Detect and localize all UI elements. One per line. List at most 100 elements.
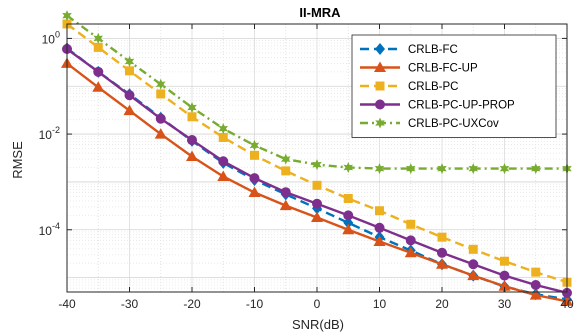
legend-label: CRLB-PC-UP-PROP	[408, 100, 515, 112]
chart-title: II-MRA	[299, 5, 341, 20]
data-point	[186, 150, 198, 161]
data-point	[375, 43, 385, 55]
data-point	[375, 99, 385, 110]
data-point	[343, 216, 354, 229]
data-point	[373, 235, 386, 246]
data-point	[499, 270, 510, 281]
data-point	[250, 150, 259, 160]
x-tick-label: 40	[560, 297, 574, 311]
data-point	[187, 112, 197, 122]
x-tick-label: 0	[314, 297, 321, 311]
data-point	[312, 159, 322, 171]
legend-item: CRLB-PC-UXCov	[360, 117, 499, 130]
data-point	[343, 210, 354, 221]
data-point	[342, 223, 355, 235]
data-point	[312, 198, 322, 209]
data-point	[468, 244, 478, 254]
legend: CRLB-FC CRLB-FC-UP CRLB-PC CRLB-PC-UP-PROP C…	[351, 34, 557, 138]
data-point	[374, 61, 386, 72]
x-tick-label: -40	[58, 297, 76, 311]
data-point	[561, 295, 573, 306]
data-point	[343, 162, 354, 174]
legend-label: CRLB-PC-UXCov	[408, 118, 499, 130]
data-point	[530, 163, 541, 175]
data-point	[125, 66, 134, 76]
x-tick-label: -30	[121, 297, 139, 311]
data-point	[375, 81, 385, 91]
data-point	[562, 287, 572, 298]
data-point	[124, 55, 135, 67]
data-point	[279, 199, 292, 211]
data-point	[218, 123, 229, 135]
data-point	[468, 163, 479, 175]
data-point	[436, 258, 448, 269]
data-point	[280, 153, 291, 165]
data-point	[531, 267, 541, 277]
data-point	[406, 219, 416, 229]
data-point	[468, 259, 479, 270]
data-point	[500, 256, 509, 266]
data-point	[499, 163, 510, 175]
data-point	[405, 163, 416, 175]
data-point	[281, 166, 291, 176]
data-point	[374, 222, 385, 233]
data-point	[154, 128, 167, 139]
x-tick-label: -20	[183, 297, 201, 311]
data-point	[218, 156, 229, 167]
legend-item: CRLB-PC	[360, 81, 458, 93]
data-point	[374, 163, 385, 175]
x-axis-ticks: -40 -30 -20 -10 0 10 20 30 40	[58, 24, 574, 311]
data-point	[437, 232, 447, 242]
data-point	[93, 42, 103, 52]
data-point	[93, 32, 104, 44]
x-axis-label: SNR(dB)	[292, 317, 344, 332]
x-tick-label: 30	[498, 297, 512, 311]
legend-label: CRLB-FC	[408, 44, 458, 56]
data-point	[529, 289, 542, 300]
data-point	[404, 246, 417, 258]
x-tick-label: 10	[373, 297, 387, 311]
x-tick-label: -10	[246, 297, 264, 311]
data-point	[375, 117, 385, 129]
data-point	[124, 90, 135, 101]
y-tick-label: 10-4	[39, 221, 60, 238]
x-tick-label: 20	[435, 297, 449, 311]
y-axis-ticks: 10-4 10-2 100	[39, 29, 567, 238]
data-point	[467, 269, 480, 281]
y-axis-label: RMSE	[10, 141, 25, 179]
data-point	[156, 89, 166, 99]
data-point	[437, 247, 447, 258]
data-point	[343, 194, 353, 204]
data-point	[530, 280, 541, 291]
data-point	[437, 163, 447, 175]
legend-box	[351, 34, 557, 138]
data-point	[92, 81, 105, 92]
data-point	[248, 186, 261, 198]
legend-label: CRLB-FC-UP	[408, 63, 478, 75]
data-point	[249, 173, 260, 184]
series-crlb-pc-up-prop	[62, 44, 572, 298]
data-point	[155, 113, 166, 124]
legend-item: CRLB-FC-UP	[360, 61, 478, 75]
data-point	[218, 132, 228, 142]
data-point	[280, 187, 291, 198]
data-point	[405, 235, 416, 246]
series-crlb-fc-up	[61, 57, 573, 306]
data-point	[155, 78, 166, 90]
y-tick-label: 10-2	[39, 125, 60, 142]
legend-item: CRLB-PC-UP-PROP	[360, 99, 515, 112]
data-point	[123, 104, 136, 116]
data-point	[187, 101, 197, 113]
data-point	[217, 170, 230, 181]
data-point	[498, 280, 511, 291]
data-point	[62, 10, 72, 22]
legend-label: CRLB-PC	[408, 81, 458, 93]
data-point	[93, 66, 104, 77]
y-tick-label: 100	[42, 29, 60, 46]
legend-item: CRLB-FC	[360, 43, 458, 56]
data-point	[312, 180, 322, 190]
data-point	[249, 139, 260, 151]
data-point	[187, 135, 197, 146]
data-point	[375, 206, 384, 216]
